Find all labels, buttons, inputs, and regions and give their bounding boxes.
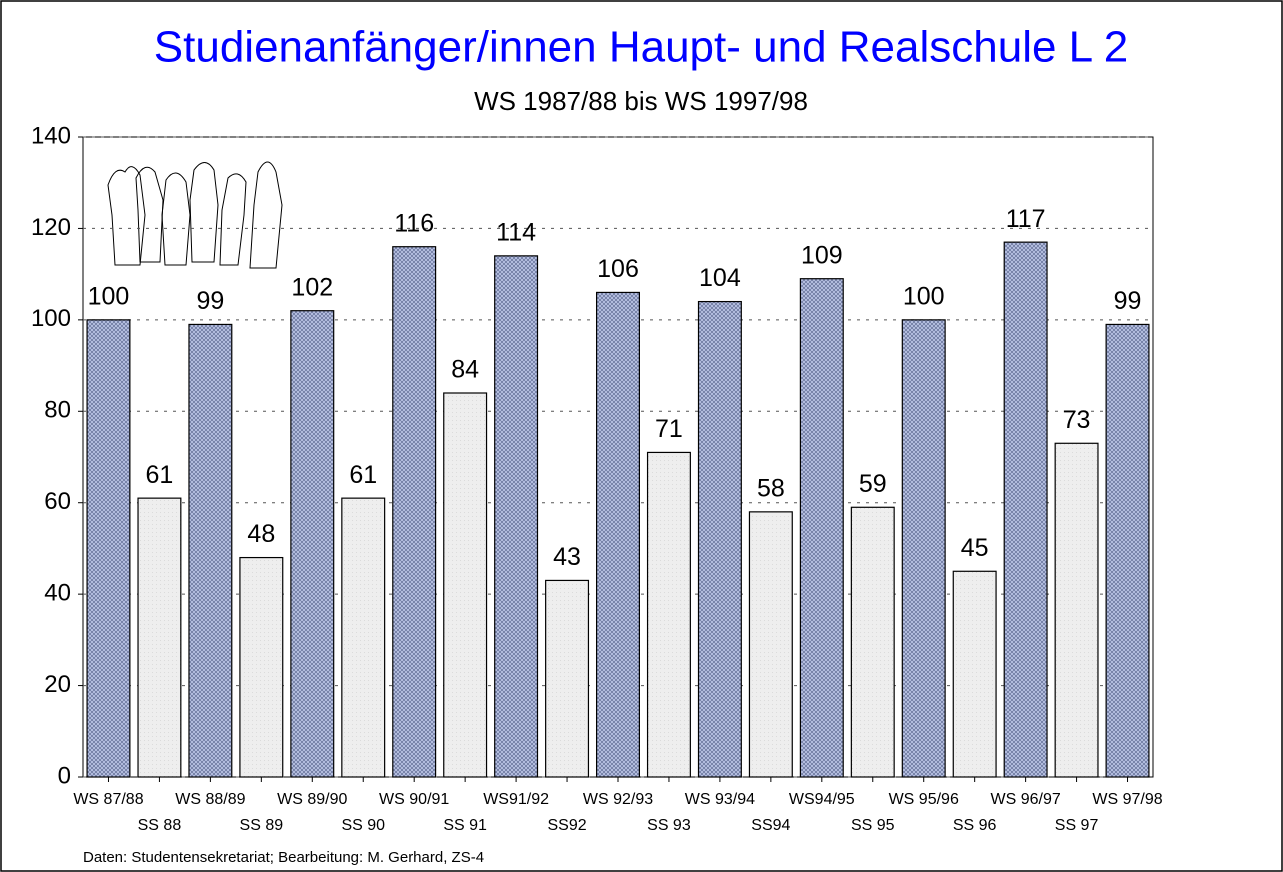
x-tick-label: SS 90 — [341, 817, 385, 834]
x-tick-label: SS92 — [547, 817, 586, 834]
value-label: 48 — [247, 520, 275, 548]
x-tick-label: WS 97/98 — [1092, 791, 1162, 808]
value-label: 117 — [1006, 205, 1046, 233]
bar — [851, 507, 894, 777]
value-label: 71 — [655, 415, 683, 443]
bar — [342, 498, 385, 777]
bar — [699, 302, 742, 777]
value-label: 99 — [196, 287, 224, 315]
bar — [189, 324, 232, 777]
x-tick-label: SS 89 — [240, 817, 284, 834]
y-tick-label: 40 — [44, 579, 71, 606]
x-tick-label: WS94/95 — [789, 791, 855, 808]
bar — [1055, 443, 1098, 777]
y-tick-label: 100 — [31, 305, 71, 332]
value-label: 100 — [88, 282, 130, 310]
x-tick-label: WS 87/88 — [73, 791, 143, 808]
x-tick-label: SS 88 — [138, 817, 182, 834]
value-label: 58 — [757, 474, 785, 502]
x-tick-label: SS 97 — [1055, 817, 1099, 834]
bar — [87, 320, 130, 777]
x-tick-label: SS 93 — [647, 817, 691, 834]
value-label: 116 — [394, 209, 434, 237]
value-label: 104 — [699, 264, 741, 292]
x-tick-label: WS 95/96 — [889, 791, 959, 808]
bar — [953, 571, 996, 777]
value-label: 73 — [1063, 406, 1091, 434]
x-tick-label: WS 88/89 — [175, 791, 245, 808]
people-icon — [108, 162, 282, 268]
value-label: 100 — [903, 282, 945, 310]
y-tick-label: 60 — [44, 488, 71, 515]
value-label: 102 — [291, 273, 333, 301]
chart-subtitle: WS 1987/88 bis WS 1997/98 — [474, 86, 808, 116]
bar — [291, 311, 334, 777]
value-label: 61 — [349, 461, 377, 489]
x-tick-label: SS94 — [751, 817, 790, 834]
bar — [902, 320, 945, 777]
bar — [393, 247, 436, 777]
x-tick-label: WS91/92 — [483, 791, 549, 808]
bar — [444, 393, 487, 777]
y-tick-label: 20 — [44, 671, 71, 698]
x-tick-label: SS 96 — [953, 817, 997, 834]
x-tick-label: SS 95 — [851, 817, 895, 834]
x-tick-label: WS 96/97 — [990, 791, 1060, 808]
bar — [1004, 242, 1047, 777]
bar — [1106, 324, 1149, 777]
bar — [138, 498, 181, 777]
value-label: 109 — [801, 241, 843, 269]
source-note: Daten: Studentensekretariat; Bearbeitung… — [83, 849, 484, 866]
bar — [495, 256, 538, 777]
value-label: 114 — [496, 218, 536, 246]
y-tick-label: 0 — [58, 762, 71, 789]
x-tick-label: WS 89/90 — [277, 791, 347, 808]
value-label: 84 — [451, 356, 479, 384]
chart-title: Studienanfänger/innen Haupt- und Realsch… — [154, 23, 1128, 72]
x-tick-label: WS 93/94 — [685, 791, 755, 808]
bar — [648, 452, 691, 777]
bar — [597, 292, 640, 777]
y-tick-label: 80 — [44, 397, 71, 424]
bar — [749, 512, 792, 777]
bar — [546, 580, 589, 777]
value-label: 59 — [859, 470, 887, 498]
x-tick-label: SS 91 — [443, 817, 487, 834]
value-label: 45 — [961, 534, 989, 562]
value-label: 61 — [146, 461, 174, 489]
x-tick-label: WS 90/91 — [379, 791, 449, 808]
bar — [800, 279, 843, 777]
chart: Studienanfänger/innen Haupt- und Realsch… — [0, 0, 1283, 872]
value-label: 99 — [1114, 287, 1142, 315]
y-tick-label: 140 — [31, 122, 71, 149]
y-tick-label: 120 — [31, 214, 71, 241]
value-label: 43 — [553, 543, 581, 571]
bar — [240, 558, 283, 777]
x-tick-label: WS 92/93 — [583, 791, 653, 808]
value-label: 106 — [597, 255, 639, 283]
